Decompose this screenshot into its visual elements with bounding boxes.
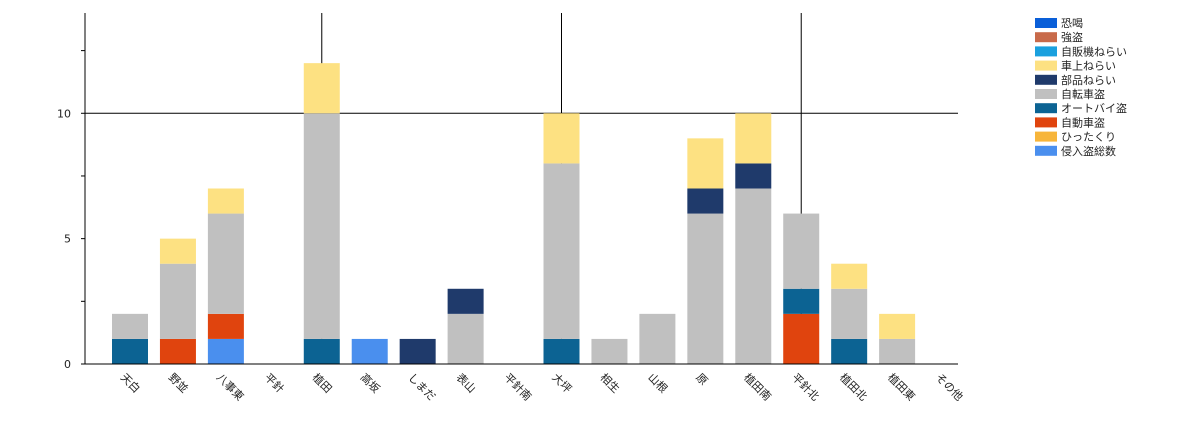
bar-segment [687,188,724,214]
bar-segment [687,138,724,189]
bar-segment [735,188,772,364]
bar-segment [735,113,772,164]
y-tick-label: 10 [57,107,71,120]
x-tick-label: 平針 [262,370,287,395]
x-tick-label: 野並 [166,370,191,395]
x-tick-label: 原 [693,371,710,388]
x-tick-label: しまだ [406,371,439,404]
x-tick-label: その他 [933,371,966,404]
bar-segment [207,213,244,314]
legend-swatch [1035,131,1057,142]
x-tick-label: 高坂 [358,370,383,395]
legend-swatch [1035,18,1057,28]
bar-segment [543,338,580,364]
x-tick-label: 平針南 [501,370,534,403]
bar-segment [735,163,772,189]
bar-segment [207,338,244,364]
x-tick-label: 植田北 [837,370,870,403]
bar-segment [303,63,340,114]
y-tick-label: 0 [64,358,71,371]
bar-segment [159,338,196,364]
bar-segment [207,188,244,214]
legend-swatch [1035,46,1057,57]
bar-segment [879,338,916,364]
legend-label: オートバイ盗 [1061,102,1127,115]
bar-segment [831,288,868,339]
bar-segment [831,263,868,289]
legend-label: 侵入盗総数 [1061,144,1116,158]
legend-swatch [1035,103,1057,114]
bar-segment [783,313,820,364]
legend-swatch [1035,60,1057,71]
x-tick-label: 相生 [597,370,622,395]
x-tick-label: 八事東 [214,371,247,404]
bar-segment [112,338,148,364]
bar-segment [351,338,388,364]
bar-segment [399,338,436,364]
legend-label: 強盗 [1061,31,1083,44]
x-tick-label: 大坪 [549,370,574,395]
bar-segment [831,338,868,364]
bar-segment [591,338,628,364]
bar-segment [687,213,724,364]
bar-segment [783,288,820,314]
legend-label: ひったくり [1061,131,1116,144]
legend-swatch [1035,32,1057,43]
legend-swatch [1035,74,1057,85]
x-tick-label: 表山 [453,370,478,395]
legend-swatch [1035,145,1057,156]
legend: 恐喝強盗自販機ねらい車上ねらい部品ねらい自転車盗オートバイ盗自動車盗ひったくり侵… [1035,17,1127,158]
legend-swatch [1035,117,1057,128]
axes [81,13,958,365]
bar-segment [159,238,196,264]
legend-label: 部品ねらい [1061,73,1116,87]
bar-segment [207,313,244,339]
bar-segment [543,113,580,164]
x-tick-labels: 天白 野並 八事東 平針 植田 高坂 しまだ 表山 平針南 大坪 相生 山根 原 植田南 平針北 植田北 植田東… [118,370,966,403]
bar-segment [447,288,484,314]
bar-segment [447,313,484,364]
x-tick-label: 植田 [310,370,335,395]
x-tick-label: 植田東 [885,370,918,403]
x-tick-label: 山根 [645,370,670,395]
legend-label: 自転車盗 [1061,87,1105,101]
legend-label: 車上ねらい [1061,59,1116,73]
x-tick-label: 天白 [118,370,143,395]
bar-segment [783,213,820,289]
legend-label: 自販機ねらい [1061,44,1127,58]
bar-segment [879,313,916,339]
bar-segment [639,313,676,364]
x-tick-label: 植田南 [741,370,774,403]
legend-swatch [1035,89,1057,99]
legend-label: 恐喝 [1061,17,1083,30]
bar-segment [543,163,580,339]
legend-label: 自動車盗 [1061,115,1105,129]
y-tick-label: 5 [64,233,71,246]
bar-segment [159,263,196,339]
bar-segment [112,313,148,339]
bar-segment [303,113,340,339]
bar-segment [303,338,340,364]
y-tick-labels: 0 5 10 [57,107,71,371]
x-tick-label: 平針北 [789,370,822,403]
bars [112,63,916,364]
